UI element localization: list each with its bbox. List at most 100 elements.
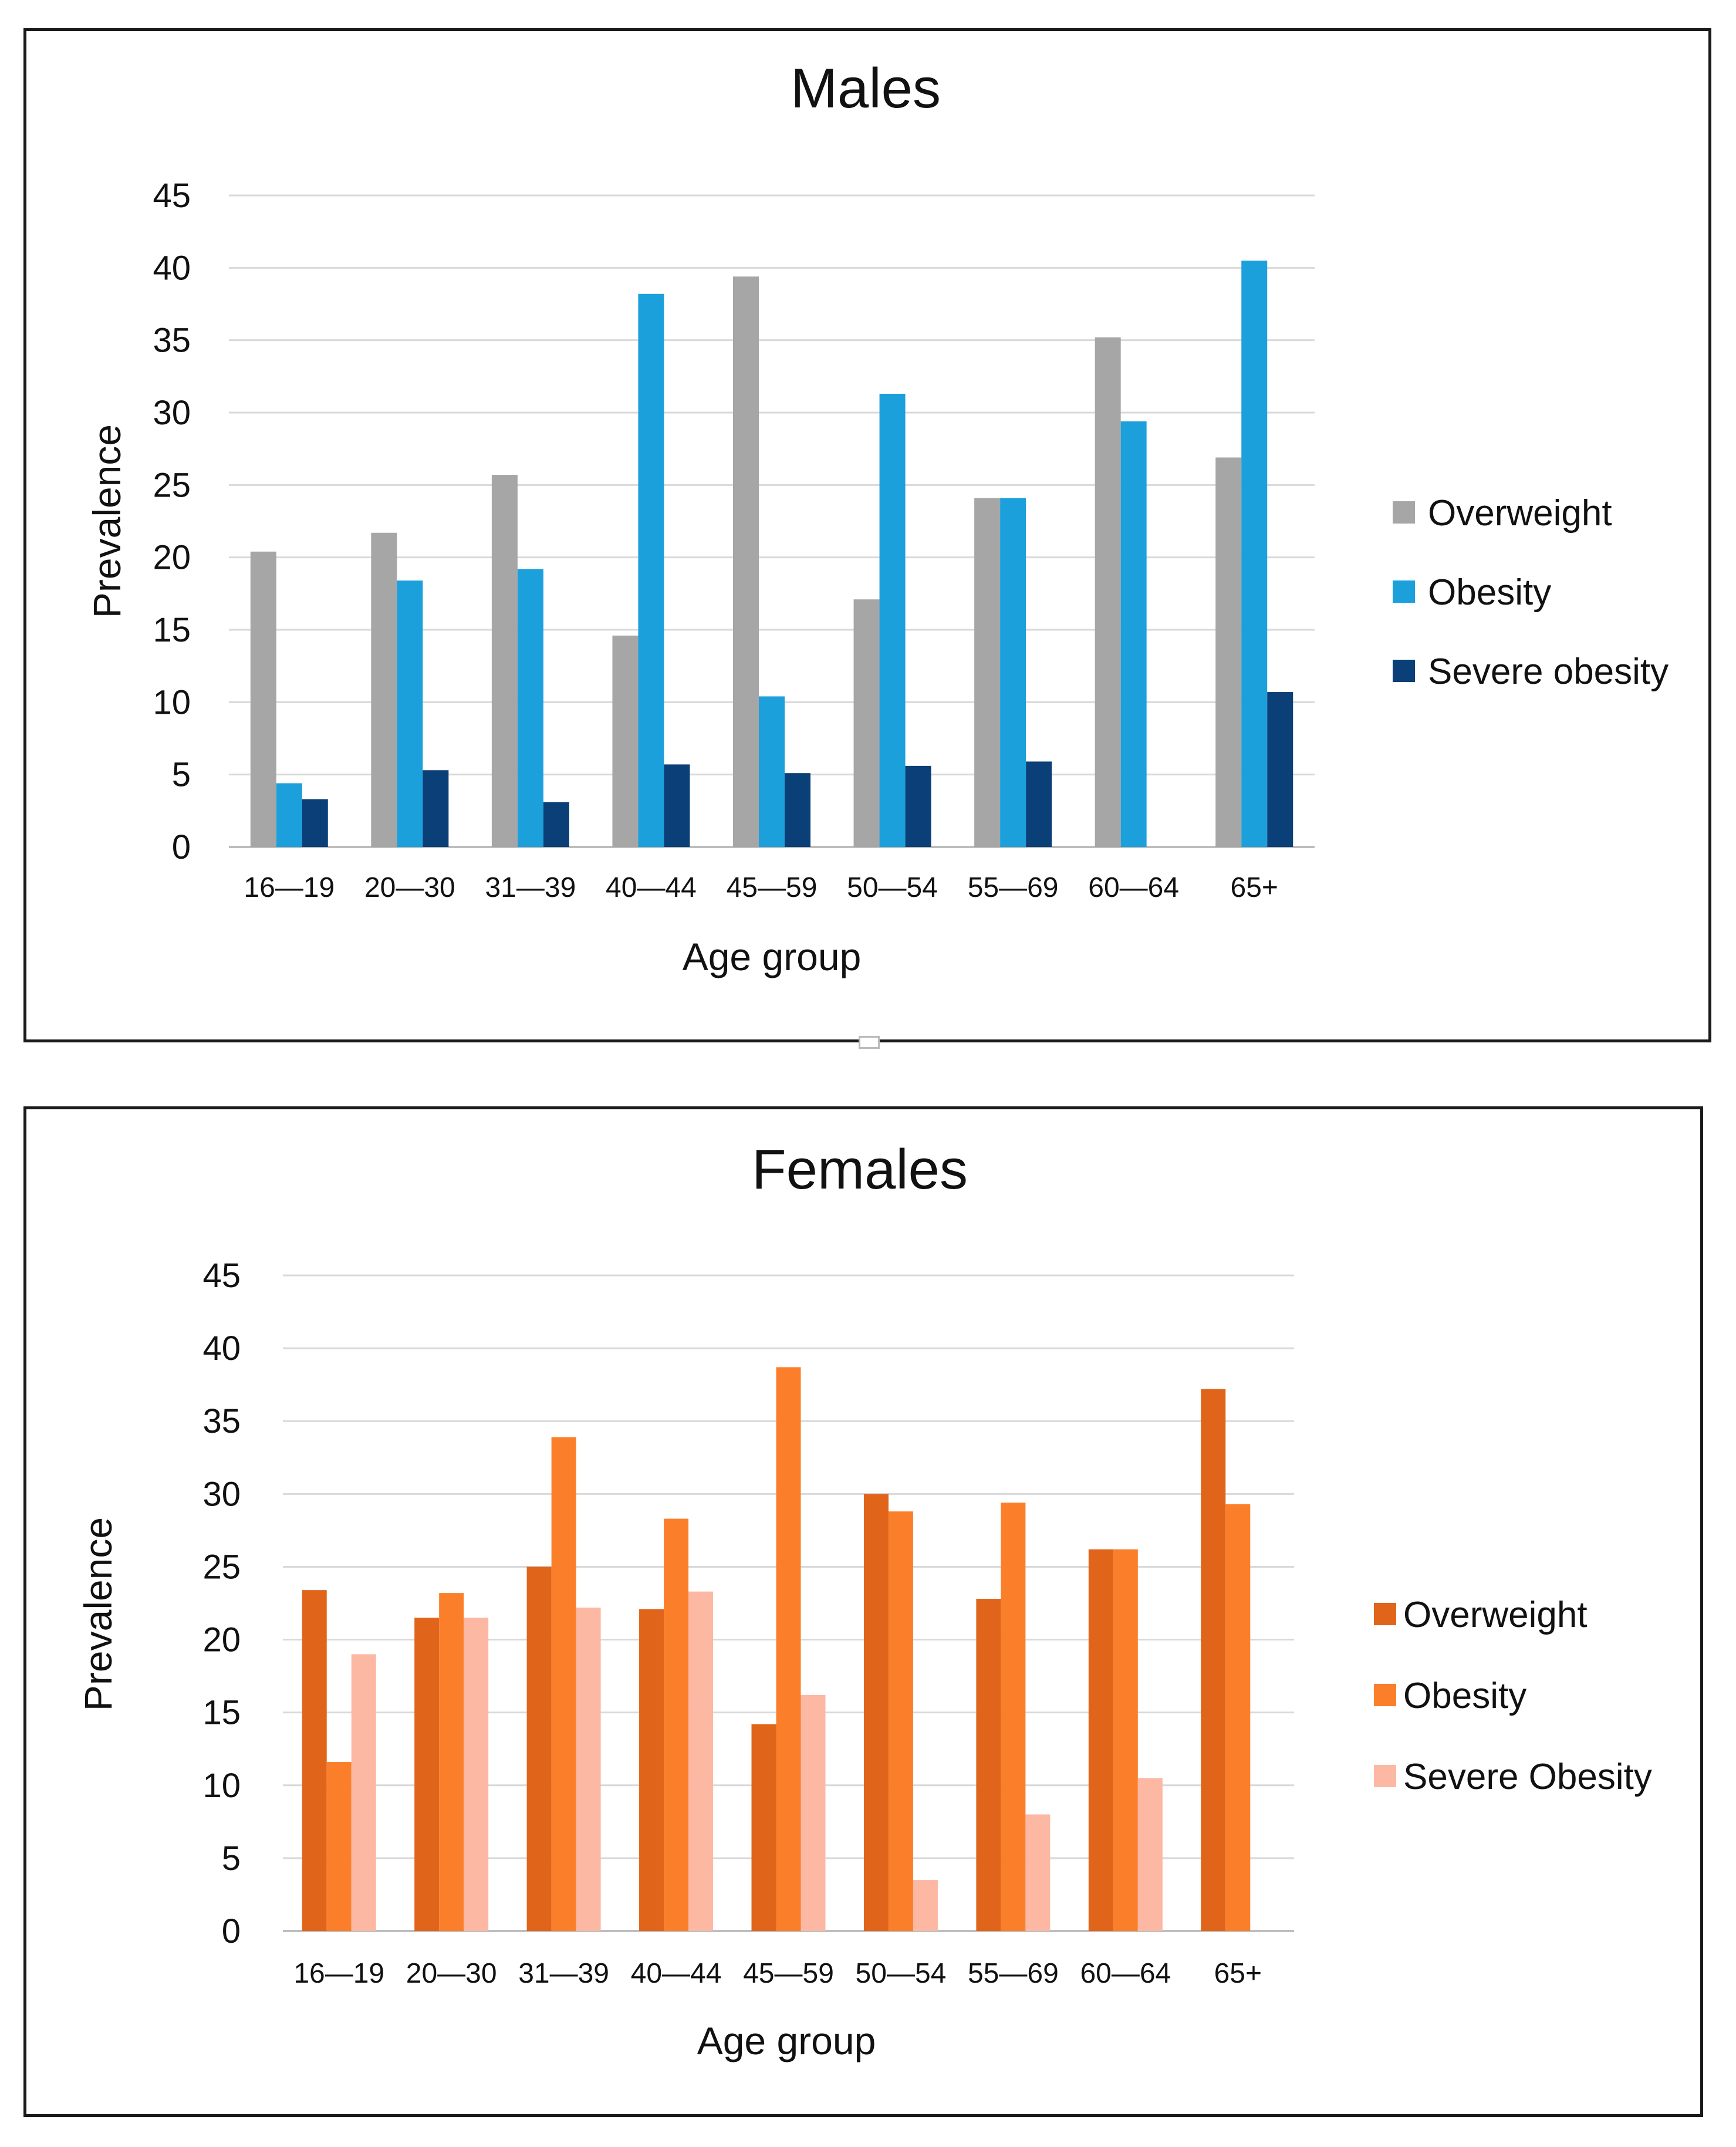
males-x-tick-label: 45—59 <box>727 872 818 903</box>
males-x-tick-label: 65+ <box>1231 872 1278 903</box>
females-x-tick-label: 16—19 <box>293 1958 384 1989</box>
males-bar-overweight-20-30 <box>371 532 397 847</box>
males-bar-obesity-31-39 <box>517 569 543 847</box>
males-y-tick-label: 30 <box>153 394 191 432</box>
females-x-tick-label: 65+ <box>1214 1958 1262 1989</box>
females-bar-obesity-55-69 <box>1001 1503 1026 1931</box>
females-x-tick-label: 20—30 <box>406 1958 497 1989</box>
males-x-tick-label: 50—54 <box>847 872 938 903</box>
females-legend-label-severe-obesity: Severe Obesity <box>1403 1757 1652 1797</box>
males-bar-obesity-50-54 <box>879 393 906 847</box>
males-bar-severe-obesity-45-59 <box>785 773 810 847</box>
females-legend-swatch-severe-obesity <box>1374 1765 1396 1787</box>
females-y-tick-label: 40 <box>202 1329 241 1368</box>
males-y-tick-label: 20 <box>153 539 191 577</box>
females-bar-overweight-60-64 <box>1088 1549 1113 1931</box>
males-bar-severe-obesity-20-30 <box>423 770 449 847</box>
males-bar-severe-obesity-31-39 <box>543 802 569 847</box>
females-bar-obesity-50-54 <box>888 1511 913 1931</box>
males-bar-severe-obesity-16-19 <box>302 799 328 847</box>
males-bar-overweight-60-64 <box>1095 337 1121 847</box>
males-y-tick-label: 40 <box>153 249 191 287</box>
females-bar-obesity-31-39 <box>551 1437 576 1931</box>
females-bar-severe-obesity-31-39 <box>576 1607 601 1931</box>
males-chart: Males 0 5 10 15 20 25 30 35 40 45 16—19 20—30 31—39 40… <box>85 57 1669 978</box>
females-x-tick-label: 55—69 <box>968 1958 1059 1989</box>
females-bar-severe-obesity-16-19 <box>351 1654 376 1931</box>
females-bar-severe-obesity-50-54 <box>913 1880 938 1931</box>
females-chart-title: Females <box>752 1138 968 1201</box>
females-bar-obesity-45-59 <box>776 1367 801 1931</box>
males-x-tick-label: 20—30 <box>364 872 455 903</box>
males-bar-overweight-31-39 <box>491 475 518 847</box>
males-bar-severe-obesity-65 <box>1267 692 1293 847</box>
males-bar-obesity-45-59 <box>759 696 785 847</box>
resize-handle-icon[interactable] <box>859 1036 880 1049</box>
males-bar-overweight-65 <box>1215 457 1242 847</box>
males-bar-obesity-65 <box>1241 261 1268 847</box>
females-x-tick-label: 31—39 <box>518 1958 609 1989</box>
males-x-tick-label: 40—44 <box>606 872 697 903</box>
females-bar-severe-obesity-20-30 <box>464 1618 489 1931</box>
females-y-tick-label: 30 <box>202 1475 241 1513</box>
males-bar-severe-obesity-55-69 <box>1026 761 1052 847</box>
females-chart: Females 0 5 10 15 20 25 30 35 40 45 16—19 20—30 31—39… <box>76 1138 1652 2062</box>
females-bar-overweight-20-30 <box>414 1618 440 1931</box>
males-x-tick-label: 55—69 <box>968 872 1059 903</box>
males-legend-label-severe-obesity: Severe obesity <box>1428 651 1669 692</box>
females-bar-severe-obesity-55-69 <box>1025 1814 1051 1931</box>
males-bar-obesity-55-69 <box>1000 498 1026 847</box>
males-chart-title: Males <box>791 57 941 120</box>
males-bar-obesity-16-19 <box>276 783 302 847</box>
males-y-tick-label: 35 <box>153 322 191 360</box>
males-bar-overweight-55-69 <box>974 498 1001 847</box>
females-legend-swatch-overweight <box>1374 1603 1396 1625</box>
females-bar-severe-obesity-60-64 <box>1137 1778 1163 1931</box>
females-bar-obesity-65 <box>1225 1504 1251 1931</box>
females-chart-panel: Females 0 5 10 15 20 25 30 35 40 45 16—19 20—30 31—39… <box>23 1106 1703 2117</box>
females-x-tick-label: 60—64 <box>1080 1958 1171 1989</box>
females-y-tick-label: 25 <box>202 1548 241 1586</box>
females-y-tick-label: 15 <box>202 1694 241 1732</box>
males-x-tick-label: 60—64 <box>1088 872 1179 903</box>
males-chart-panel: Males 0 5 10 15 20 25 30 35 40 45 16—19 20—30 31—39 40… <box>23 28 1711 1049</box>
females-bar-obesity-16-19 <box>326 1762 352 1931</box>
males-bar-overweight-40-44 <box>612 635 639 847</box>
females-y-tick-label: 45 <box>202 1257 241 1295</box>
males-y-tick-label: 45 <box>153 177 191 215</box>
males-legend-label-overweight: Overweight <box>1428 493 1612 534</box>
males-legend-swatch-obesity <box>1393 580 1415 603</box>
females-x-tick-label: 50—54 <box>856 1958 947 1989</box>
males-bar-overweight-50-54 <box>853 599 880 847</box>
males-legend-swatch-overweight <box>1393 501 1415 524</box>
females-bar-overweight-40-44 <box>639 1609 664 1931</box>
females-x-tick-label: 45—59 <box>743 1958 834 1989</box>
females-bar-obesity-20-30 <box>439 1593 464 1931</box>
females-bar-overweight-31-39 <box>526 1567 552 1931</box>
females-bar-overweight-16-19 <box>302 1590 327 1931</box>
males-y-tick-label: 5 <box>172 756 191 794</box>
males-y-tick-label: 25 <box>153 466 191 504</box>
males-y-axis-label: Prevalence <box>85 424 129 618</box>
females-legend-label-overweight: Overweight <box>1403 1595 1588 1635</box>
females-bar-obesity-40-44 <box>664 1518 689 1931</box>
females-x-axis-label: Age group <box>697 2019 876 2062</box>
females-bar-overweight-65 <box>1201 1389 1226 1931</box>
males-y-tick-label: 10 <box>153 683 191 721</box>
females-bar-overweight-45-59 <box>751 1724 776 1931</box>
females-y-tick-label: 10 <box>202 1767 241 1805</box>
females-y-tick-label: 5 <box>222 1839 241 1878</box>
females-bar-overweight-55-69 <box>976 1599 1001 1931</box>
males-bar-overweight-16-19 <box>250 551 276 847</box>
males-bar-obesity-40-44 <box>638 293 664 847</box>
males-bar-severe-obesity-40-44 <box>664 764 690 847</box>
females-bar-severe-obesity-40-44 <box>688 1591 714 1931</box>
males-bar-obesity-60-64 <box>1120 421 1147 847</box>
males-legend-swatch-severe-obesity <box>1393 660 1415 682</box>
females-y-tick-label: 35 <box>202 1402 241 1440</box>
males-y-tick-label: 0 <box>172 828 191 866</box>
males-bar-obesity-20-30 <box>397 580 423 847</box>
females-y-tick-label: 0 <box>222 1912 241 1950</box>
females-y-axis-label: Prevalence <box>76 1517 120 1711</box>
females-legend-swatch-obesity <box>1374 1684 1396 1706</box>
